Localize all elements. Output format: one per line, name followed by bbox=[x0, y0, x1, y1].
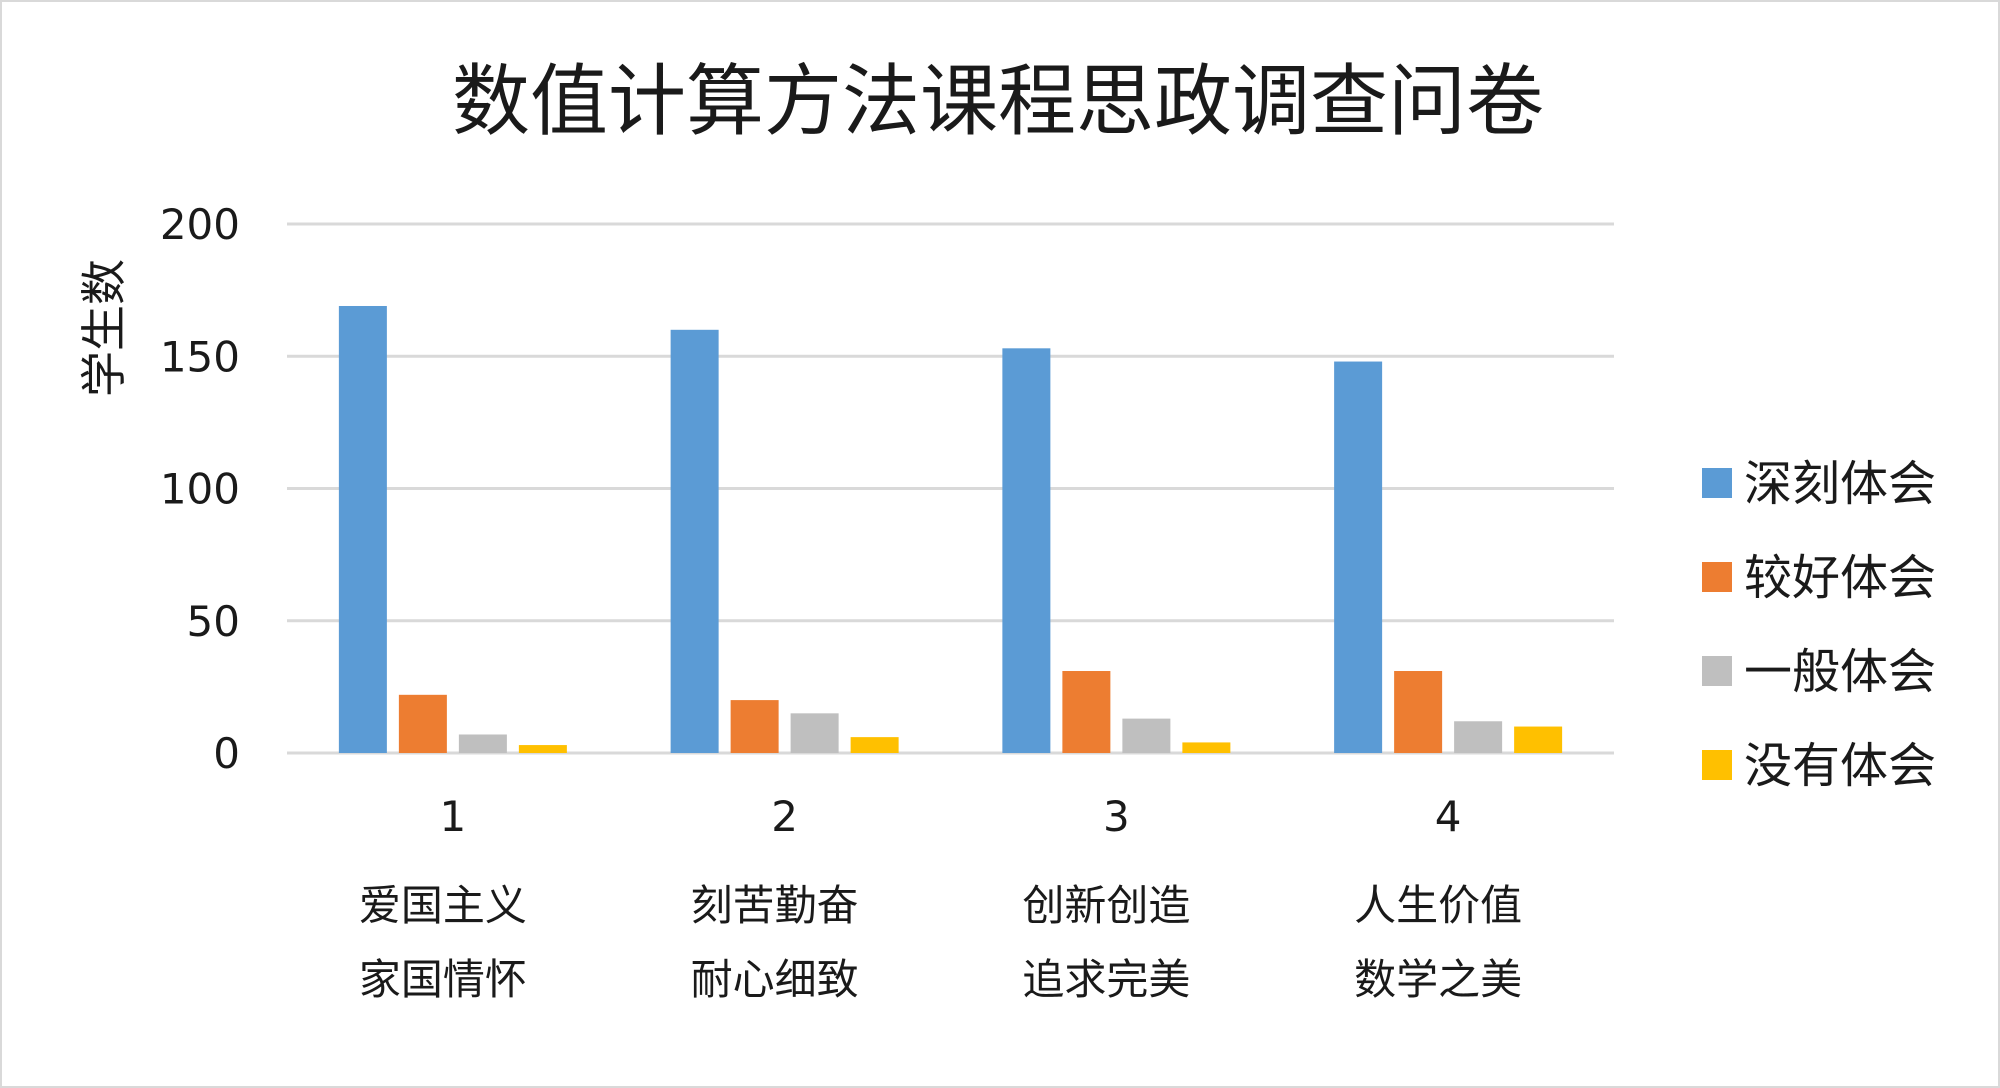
y-axis-ticks: 0 50 100 150 200 bbox=[160, 200, 240, 778]
legend-swatch bbox=[1702, 468, 1732, 498]
x-tick-label: 3 bbox=[1103, 792, 1130, 841]
bar-4-2 bbox=[850, 737, 899, 753]
legend-entry: 一般体会 bbox=[1744, 644, 1936, 700]
bar-3-4 bbox=[1454, 721, 1503, 753]
bar-4-1 bbox=[518, 745, 567, 753]
x-category-sublabel: 人生价值 bbox=[1354, 881, 1522, 930]
bars bbox=[338, 305, 1563, 753]
bar-3-3 bbox=[1122, 718, 1171, 753]
x-tick-label: 1 bbox=[440, 792, 467, 841]
bar-1-3 bbox=[1002, 348, 1051, 753]
bar-3-1 bbox=[458, 734, 507, 753]
x-category-sublabel: 家国情怀 bbox=[359, 955, 527, 1004]
legend-swatch bbox=[1702, 562, 1732, 592]
x-tick-label: 2 bbox=[771, 792, 798, 841]
legend-swatch bbox=[1702, 750, 1732, 780]
x-category-sublabel: 创新创造 bbox=[1022, 881, 1190, 930]
bar-2-2 bbox=[730, 700, 779, 753]
x-category-sublabel: 耐心细致 bbox=[691, 955, 859, 1004]
chart-title: 数值计算方法课程思政调查问卷 bbox=[452, 57, 1544, 147]
y-tick-label: 150 bbox=[160, 332, 240, 381]
bar-3-2 bbox=[790, 713, 839, 753]
bar-1-4 bbox=[1334, 361, 1383, 753]
bar-2-3 bbox=[1062, 671, 1111, 753]
bar-2-4 bbox=[1394, 671, 1443, 753]
x-category-sublabel: 数学之美 bbox=[1354, 955, 1522, 1004]
bar-4-4 bbox=[1514, 726, 1563, 753]
bar-4-3 bbox=[1182, 742, 1231, 753]
y-axis-label: 学生数 bbox=[77, 259, 131, 397]
bar-1-1 bbox=[338, 305, 387, 753]
legend-swatch bbox=[1702, 656, 1732, 686]
x-category-sublabel: 爱国主义 bbox=[359, 881, 527, 930]
y-tick-label: 50 bbox=[187, 597, 240, 646]
y-tick-label: 0 bbox=[213, 729, 240, 778]
gridlines bbox=[287, 222, 1614, 755]
legend-entry: 较好体会 bbox=[1744, 550, 1936, 606]
bar-1-2 bbox=[670, 329, 719, 753]
x-category-sublabel: 追求完美 bbox=[1022, 955, 1190, 1004]
y-tick-label: 200 bbox=[160, 200, 240, 249]
bar-2-1 bbox=[398, 694, 447, 753]
legend-entry: 深刻体会 bbox=[1744, 456, 1936, 512]
y-tick-label: 100 bbox=[160, 465, 240, 514]
x-category-sublabel: 刻苦勤奋 bbox=[691, 881, 859, 930]
x-tick-label: 4 bbox=[1435, 792, 1462, 841]
legend-entry: 没有体会 bbox=[1744, 738, 1936, 794]
